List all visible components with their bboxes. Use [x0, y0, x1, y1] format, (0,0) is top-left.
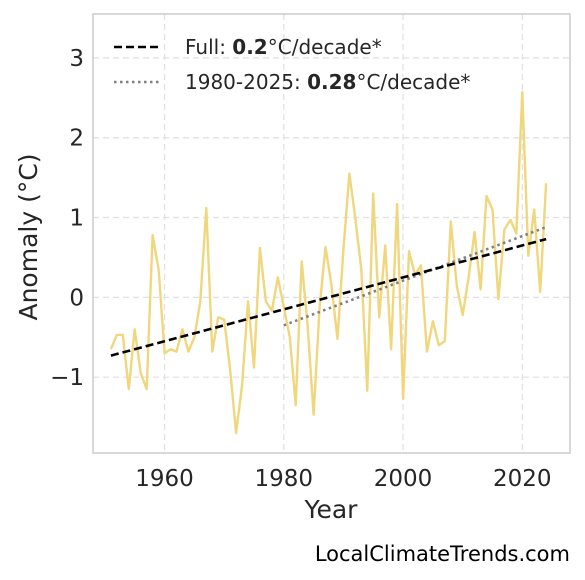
y-tick-label: 1 — [69, 206, 84, 232]
x-axis-title: Year — [304, 495, 359, 524]
y-tick-label: 2 — [69, 126, 84, 152]
legend-recent-value: 0.28 — [307, 70, 356, 94]
legend-recent-suffix: °C/decade* — [356, 70, 470, 94]
legend-full-suffix: °C/decade* — [268, 35, 382, 59]
legend-recent-prefix: 1980-2025: — [185, 70, 307, 94]
trend-line-full — [110, 237, 547, 357]
trend-line-1980-2025 — [283, 225, 547, 327]
legend-full-value: 0.2 — [232, 35, 267, 59]
legend: Full: 0.2°C/decade*1980-2025: 0.28°C/dec… — [114, 35, 470, 94]
x-tick-label: 1980 — [255, 466, 314, 492]
x-tick-label: 2000 — [374, 466, 433, 492]
trend-layer — [110, 225, 547, 357]
x-tick-label: 2020 — [493, 466, 552, 492]
legend-full-label: Full: 0.2°C/decade* — [185, 35, 382, 59]
y-tick-labels: 3 2 1 0 −1 — [50, 46, 84, 391]
legend-full-prefix: Full: — [185, 35, 232, 59]
anomaly-series-line — [109, 90, 548, 435]
x-tick-label: 1960 — [135, 466, 194, 492]
y-tick-label: −1 — [50, 365, 84, 391]
y-tick-label: 3 — [69, 46, 84, 72]
x-tick-labels: 1960 1980 2000 2020 — [135, 466, 551, 492]
site-credit: LocalClimateTrends.com — [315, 542, 570, 566]
y-axis-title: Anomaly (°C) — [14, 153, 43, 320]
y-tick-label: 0 — [69, 285, 84, 311]
legend-recent-label: 1980-2025: 0.28°C/decade* — [185, 70, 470, 94]
series-layer — [109, 90, 548, 435]
plot-frame — [92, 13, 571, 454]
